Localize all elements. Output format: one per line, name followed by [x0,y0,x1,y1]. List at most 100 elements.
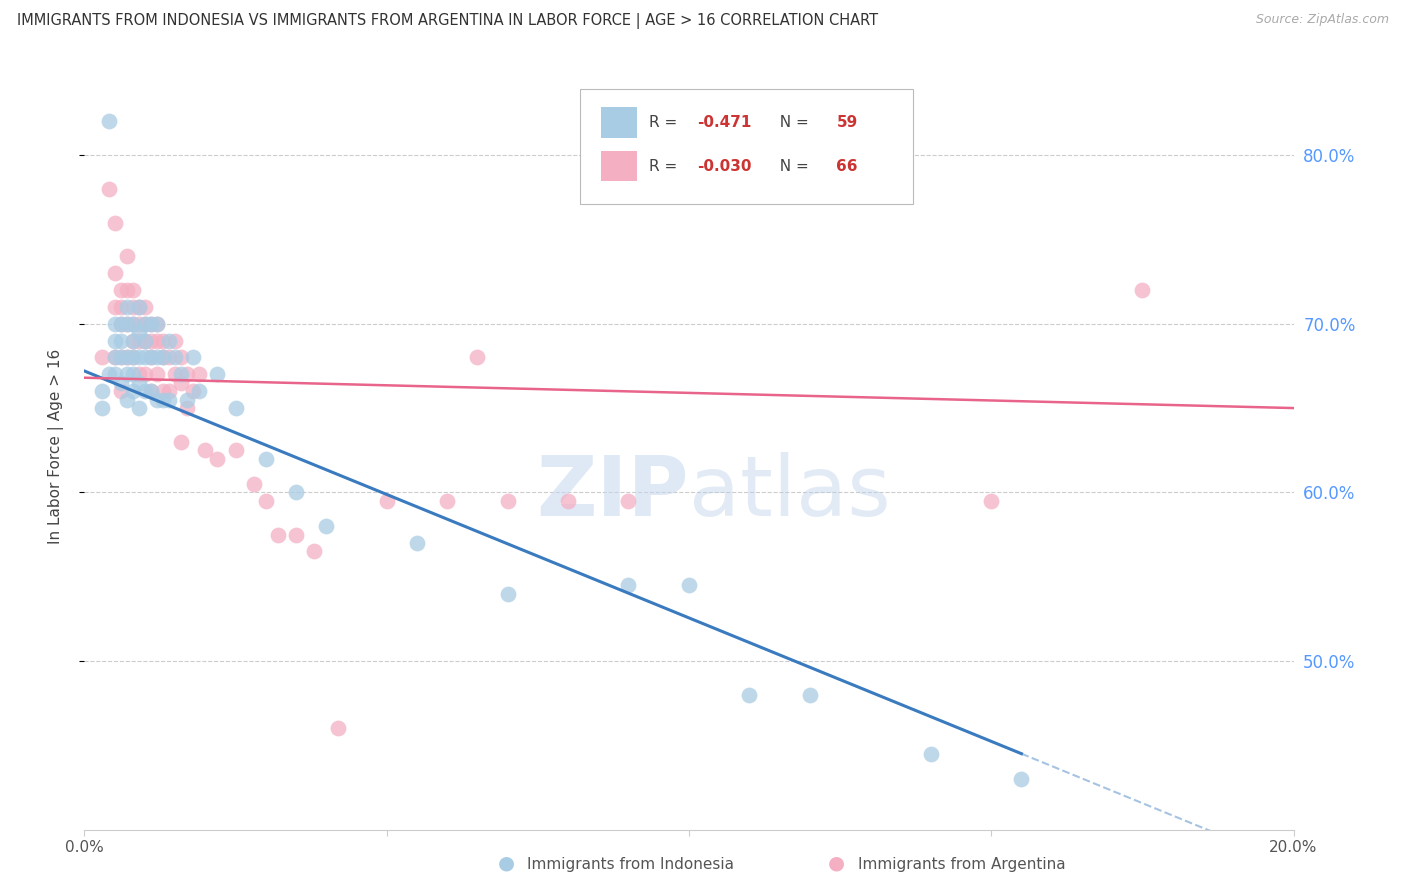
Text: R =: R = [650,159,682,174]
Point [152,392,174,407]
Point [157,334,180,348]
Point [254,451,277,466]
Point [121,334,143,348]
Point [375,493,398,508]
Point [97,114,120,128]
Point [110,376,132,390]
Point [146,334,169,348]
Point [128,351,150,365]
Point [110,283,132,297]
Point [104,351,127,365]
Point [110,300,132,314]
Point [115,283,138,297]
Point [170,368,193,382]
Point [104,351,127,365]
Point [1130,283,1153,297]
Point [738,688,761,702]
Point [980,493,1002,508]
Point [121,283,143,297]
Point [176,401,198,415]
Point [170,376,193,390]
Point [128,325,150,339]
Point [678,578,700,592]
Point [115,249,138,263]
FancyBboxPatch shape [600,151,637,181]
Point [207,451,229,466]
FancyBboxPatch shape [581,89,912,204]
Point [176,368,198,382]
Text: N =: N = [770,115,814,129]
Point [115,351,138,365]
Point [617,578,640,592]
Point [121,317,143,331]
Point [176,392,198,407]
Point [128,300,150,314]
Point [188,368,211,382]
Point [91,384,114,399]
Point [139,351,162,365]
FancyBboxPatch shape [600,107,637,137]
Point [225,401,247,415]
Text: Source: ZipAtlas.com: Source: ZipAtlas.com [1256,13,1389,27]
Point [121,317,143,331]
Point [91,401,114,415]
Point [115,317,138,331]
Point [134,334,156,348]
Point [97,368,120,382]
Point [115,300,138,314]
Point [157,384,180,399]
Point [254,493,277,508]
Point [121,300,143,314]
Text: 59: 59 [837,115,858,129]
Point [104,300,127,314]
Point [139,317,162,331]
Point [121,334,143,348]
Point [139,384,162,399]
Point [467,351,489,365]
Point [128,368,150,382]
Point [134,334,156,348]
Point [128,317,150,331]
Point [285,527,308,541]
Point [121,351,143,365]
Point [157,351,180,365]
Point [121,384,143,399]
Point [146,351,169,365]
Text: R =: R = [650,115,682,129]
Point [115,317,138,331]
Point [152,351,174,365]
Point [146,317,169,331]
Point [134,317,156,331]
Text: IMMIGRANTS FROM INDONESIA VS IMMIGRANTS FROM ARGENTINA IN LABOR FORCE | AGE > 16: IMMIGRANTS FROM INDONESIA VS IMMIGRANTS … [17,13,877,29]
Text: N =: N = [770,159,814,174]
Point [188,384,211,399]
Point [557,493,579,508]
Point [104,317,127,331]
Point [115,351,138,365]
Point [134,368,156,382]
Point [165,334,187,348]
Point [152,351,174,365]
Point [134,317,156,331]
Point [1011,772,1033,786]
Point [267,527,290,541]
Point [285,485,308,500]
Point [110,384,132,399]
Point [128,300,150,314]
Point [134,351,156,365]
Point [134,300,156,314]
Point [110,317,132,331]
Point [110,317,132,331]
Point [146,392,169,407]
Point [139,351,162,365]
Point [146,368,169,382]
Point [165,351,187,365]
Point [152,384,174,399]
Point [121,368,143,382]
Point [799,688,821,702]
Point [110,351,132,365]
Point [110,351,132,365]
Point [170,434,193,449]
Point [128,334,150,348]
Point [104,216,127,230]
